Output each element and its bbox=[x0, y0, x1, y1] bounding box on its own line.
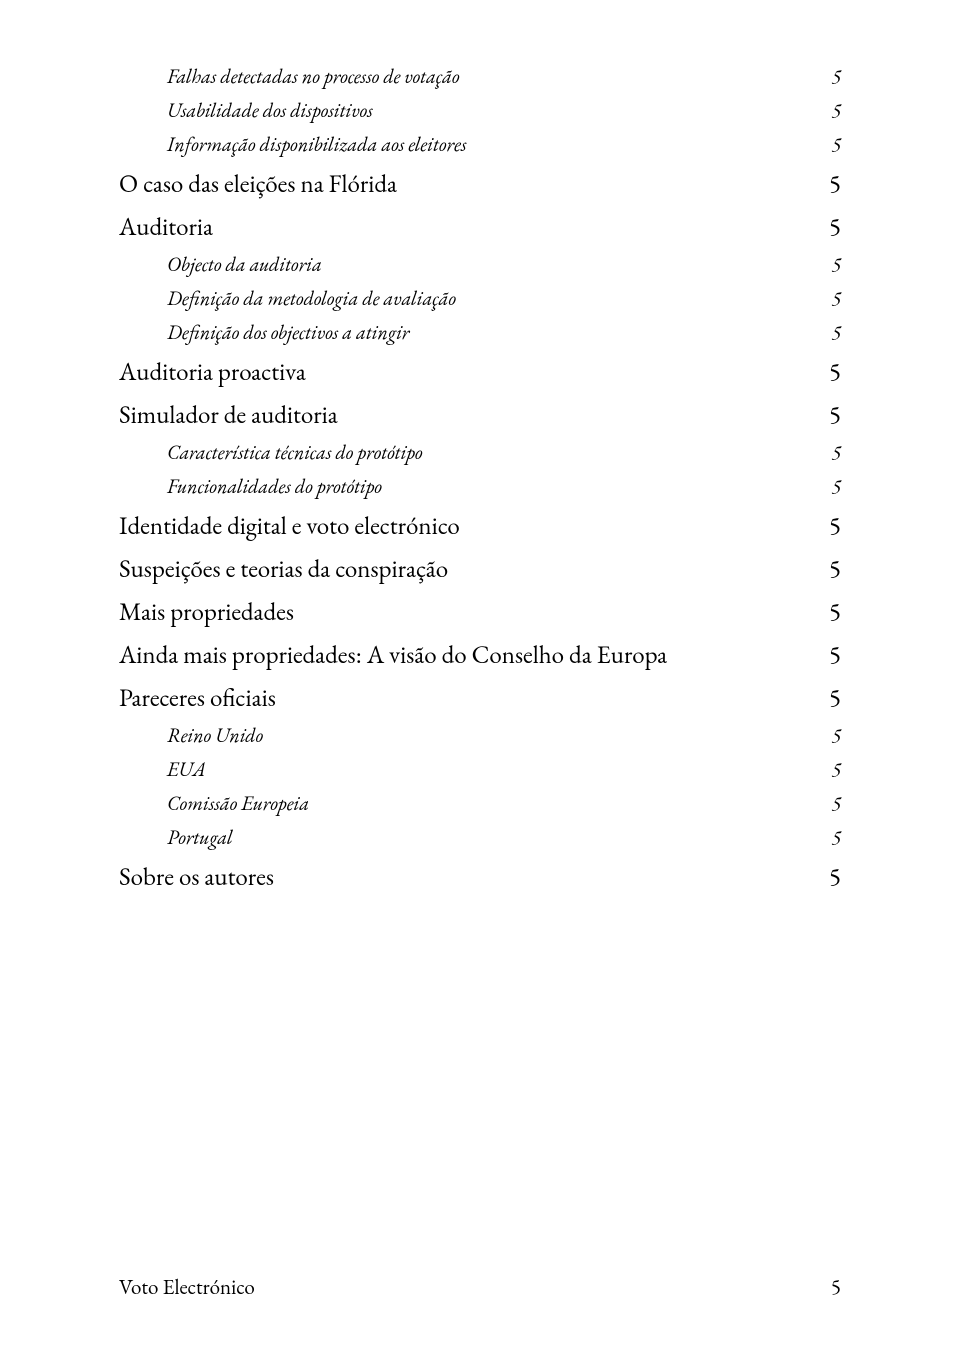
toc-entry-page: 5 bbox=[831, 100, 841, 120]
toc-entry: Falhas detectadas no processo de votação… bbox=[119, 66, 841, 86]
toc-entry-title: Sobre os autores bbox=[119, 865, 274, 890]
toc-entry-title: Auditoria bbox=[119, 215, 213, 240]
toc-entry-page: 5 bbox=[831, 759, 841, 779]
toc-entry-page: 5 bbox=[829, 865, 841, 890]
toc-entry-page: 5 bbox=[829, 557, 841, 582]
toc-entry: Identidade digital e voto electrónico 5 bbox=[119, 514, 841, 539]
toc-entry-page: 5 bbox=[831, 322, 841, 342]
toc-entry-page: 5 bbox=[831, 66, 841, 86]
toc-entry-title: Usabilidade dos dispositivos bbox=[167, 100, 373, 120]
toc-entry-title: O caso das eleições na Flórida bbox=[119, 172, 397, 197]
toc-entry-page: 5 bbox=[829, 403, 841, 428]
toc-entry-page: 5 bbox=[831, 725, 841, 745]
toc-entry-page: 5 bbox=[831, 288, 841, 308]
toc-entry-page: 5 bbox=[829, 514, 841, 539]
page-footer: Voto Electrónico 5 bbox=[119, 1274, 841, 1301]
toc-entry-page: 5 bbox=[829, 686, 841, 711]
toc-entry: Suspeições e teorias da conspiração 5 bbox=[119, 557, 841, 582]
toc-entry: Informação disponibilizada aos eleitores… bbox=[119, 134, 841, 154]
toc-entry: Auditoria proactiva 5 bbox=[119, 360, 841, 385]
toc-entry-page: 5 bbox=[831, 793, 841, 813]
footer-title: Voto Electrónico bbox=[119, 1274, 255, 1301]
toc-entry-title: Identidade digital e voto electrónico bbox=[119, 514, 460, 539]
toc-entry-page: 5 bbox=[829, 172, 841, 197]
toc-entry-page: 5 bbox=[831, 254, 841, 274]
toc-entry: Mais propriedades 5 bbox=[119, 600, 841, 625]
toc-entry-page: 5 bbox=[831, 476, 841, 496]
toc-entry-title: Comissão Europeia bbox=[167, 793, 309, 813]
footer-page-number: 5 bbox=[831, 1274, 841, 1301]
toc-entry-page: 5 bbox=[829, 643, 841, 668]
toc-entry-title: Ainda mais propriedades: A visão do Cons… bbox=[119, 643, 667, 668]
toc-entry-title: EUA bbox=[167, 759, 206, 779]
toc-entry-title: Reino Unido bbox=[167, 725, 263, 745]
toc-entry: Auditoria 5 bbox=[119, 215, 841, 240]
toc-entry: O caso das eleições na Flórida 5 bbox=[119, 172, 841, 197]
toc-entry-page: 5 bbox=[829, 215, 841, 240]
toc-entry: Comissão Europeia 5 bbox=[119, 793, 841, 813]
toc-entry: EUA 5 bbox=[119, 759, 841, 779]
toc-entry: Usabilidade dos dispositivos 5 bbox=[119, 100, 841, 120]
toc-entry-page: 5 bbox=[831, 134, 841, 154]
toc-entry-title: Portugal bbox=[167, 827, 233, 847]
toc-entry-title: Suspeições e teorias da conspiração bbox=[119, 557, 448, 582]
toc-entry-title: Característica técnicas do protótipo bbox=[167, 442, 423, 462]
toc-entry: Objecto da auditoria 5 bbox=[119, 254, 841, 274]
toc-entry-title: Simulador de auditoria bbox=[119, 403, 338, 428]
toc-entry: Sobre os autores 5 bbox=[119, 865, 841, 890]
toc-entry-title: Definição dos objectivos a atingir bbox=[167, 322, 409, 342]
toc-entry-page: 5 bbox=[831, 442, 841, 462]
toc-entry: Característica técnicas do protótipo 5 bbox=[119, 442, 841, 462]
table-of-contents: Falhas detectadas no processo de votação… bbox=[119, 66, 841, 890]
toc-entry-title: Pareceres oficiais bbox=[119, 686, 276, 711]
toc-entry: Definição da metodologia de avaliação 5 bbox=[119, 288, 841, 308]
toc-entry: Simulador de auditoria 5 bbox=[119, 403, 841, 428]
toc-entry-title: Auditoria proactiva bbox=[119, 360, 306, 385]
toc-entry: Portugal 5 bbox=[119, 827, 841, 847]
toc-entry: Definição dos objectivos a atingir 5 bbox=[119, 322, 841, 342]
toc-entry-title: Funcionalidades do protótipo bbox=[167, 476, 382, 496]
toc-entry: Ainda mais propriedades: A visão do Cons… bbox=[119, 643, 841, 668]
document-page: Falhas detectadas no processo de votação… bbox=[0, 0, 960, 1345]
toc-entry: Reino Unido 5 bbox=[119, 725, 841, 745]
toc-entry: Funcionalidades do protótipo 5 bbox=[119, 476, 841, 496]
toc-entry-page: 5 bbox=[829, 600, 841, 625]
toc-entry-title: Definição da metodologia de avaliação bbox=[167, 288, 456, 308]
toc-entry-title: Mais propriedades bbox=[119, 600, 294, 625]
toc-entry-title: Informação disponibilizada aos eleitores bbox=[167, 134, 466, 154]
toc-entry: Pareceres oficiais 5 bbox=[119, 686, 841, 711]
toc-entry-page: 5 bbox=[831, 827, 841, 847]
toc-entry-title: Falhas detectadas no processo de votação bbox=[167, 66, 460, 86]
toc-entry-page: 5 bbox=[829, 360, 841, 385]
toc-entry-title: Objecto da auditoria bbox=[167, 254, 322, 274]
